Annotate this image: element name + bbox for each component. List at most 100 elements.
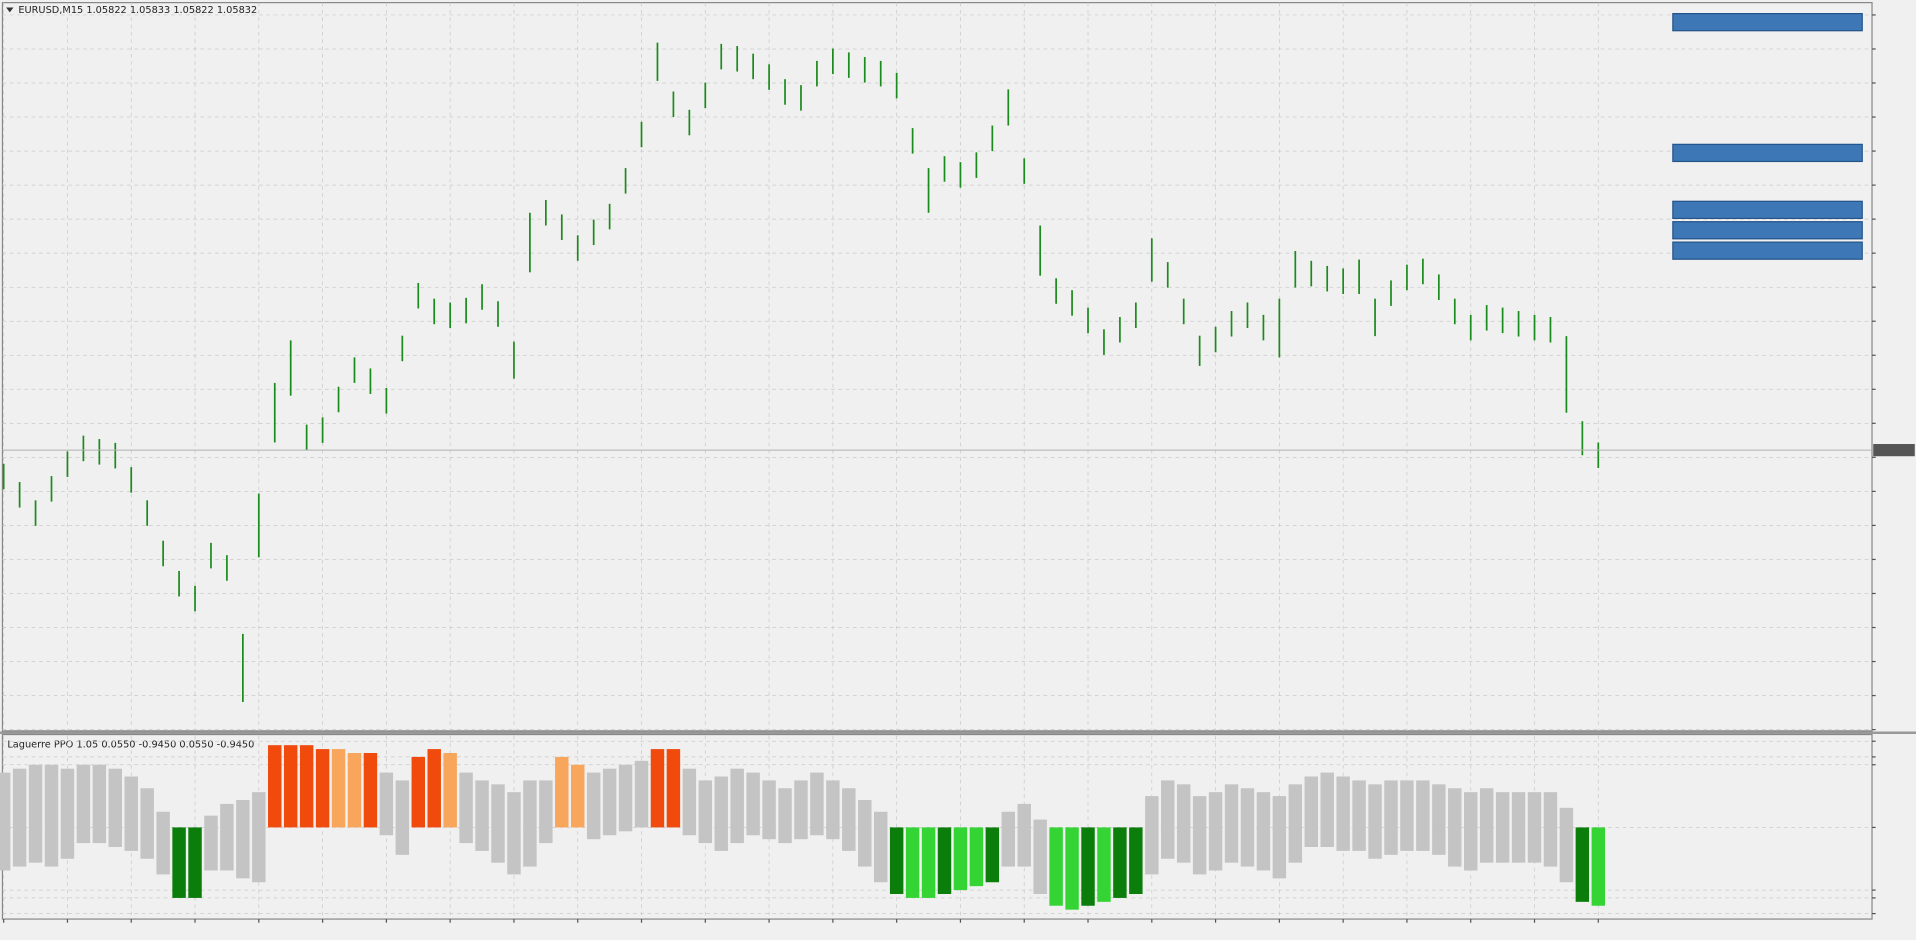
oscillator-bar [60,768,75,859]
oscillator-bar [969,827,984,887]
oscillator-bar [666,749,681,828]
oscillator-bar [698,780,713,844]
oscillator-bar [1368,784,1382,859]
oscillator-bar [1176,784,1191,863]
oscillator-bar [12,768,27,867]
oscillator-bar [507,792,521,875]
oscillator-bar [634,760,649,828]
oscillator-bar [443,753,457,828]
oscillator-header: Laguerre PPO 1.05 0.0550 -0.9450 0.0550 … [7,739,254,750]
oscillator-bar [0,772,11,871]
oscillator-bar [156,811,170,875]
oscillator-bar [1001,811,1016,867]
oscillator-bar [1240,788,1255,867]
oscillator-bar [108,768,123,847]
grid [2,2,1876,923]
oscillator-bar [1416,780,1430,851]
oscillator-bar [858,800,872,867]
oscillator-bar [985,827,1000,883]
button[interactable] [1672,221,1863,240]
oscillator-bar [379,772,394,836]
button[interactable] [1672,241,1863,260]
oscillator-bar [1033,819,1047,894]
oscillator-bar [523,780,537,867]
oscillator-bar [1208,792,1223,871]
oscillator-bar [555,756,569,828]
oscillator-bar [618,764,633,832]
oscillator-bar [1304,776,1318,847]
oscillator-bar [650,749,665,828]
marks [0,12,1915,910]
oscillator-bar [1543,792,1558,867]
oscillator-bar [714,776,728,851]
oscillator-bar [1113,827,1127,898]
oscillator-bar [730,768,744,844]
oscillator-bar [602,768,617,836]
oscillator-bar [427,749,441,828]
oscillator-bar [363,753,378,828]
oscillator-bar [1049,827,1063,906]
oscillator-bar [1192,796,1207,875]
oscillator-bar [140,788,154,859]
oscillator-bar [842,788,856,851]
oscillator-bar [905,827,920,898]
oscillator-bar [826,780,840,840]
oscillator-bar [395,780,410,855]
oscillator-bar [746,772,760,836]
oscillator-bar [1017,803,1031,867]
oscillator-bar [411,756,425,828]
oscillator-bar [188,827,202,898]
oscillator-bar [252,792,266,883]
oscillator-bar [1320,772,1334,847]
oscillator-bar [283,745,298,828]
oscillator-bar [682,768,697,836]
oscillator-bar [1400,780,1414,851]
oscillator-bar [571,764,585,828]
oscillator-bar [44,764,59,867]
oscillator-bar [1256,792,1271,871]
oscillator-bar [1161,780,1175,859]
button[interactable] [1672,143,1863,163]
oscillator-bar [268,745,282,828]
oscillator-bar [1559,807,1574,883]
oscillator-bar [1272,796,1287,879]
oscillator-bar [1288,784,1303,863]
oscillator-bar [220,803,234,871]
collapse-arrow[interactable] [6,7,14,13]
oscillator-bar [1224,784,1239,863]
oscillator-bar [953,827,968,891]
oscillator-bar [1448,788,1462,867]
oscillator-bar [491,784,505,863]
oscillator-bar [459,772,473,844]
current-price-box [1873,444,1915,457]
oscillator-bar [1495,792,1510,863]
button[interactable] [1672,200,1863,220]
oscillator-bar [236,800,250,879]
oscillator-bar [794,780,808,840]
oscillator-bar [873,811,888,883]
button[interactable] [1672,12,1863,32]
oscillator-bar [1384,780,1398,855]
oscillator-bar [1511,792,1526,863]
oscillator-bar [475,780,489,851]
oscillator-bar [204,815,218,871]
oscillator-bar [347,753,362,828]
oscillator-bar [76,764,91,844]
oscillator-bar [921,827,936,898]
oscillator-bar [1145,796,1159,875]
price-header: EURUSD,M15 1.05822 1.05833 1.05822 1.058… [18,5,257,16]
oscillator-bar [299,745,314,828]
oscillator-bar [1575,827,1590,902]
price-frame [1,1,1873,732]
oscillator-bar [172,827,186,898]
oscillator-bar [1081,827,1095,906]
oscillator-bar [1352,780,1366,851]
oscillator-bar [1464,792,1478,871]
oscillator-bar [889,827,904,894]
oscillator-bar [1065,827,1079,910]
oscillator-bar [1336,776,1350,851]
oscillator-bar [1479,788,1494,863]
oscillator-bar [315,749,330,828]
